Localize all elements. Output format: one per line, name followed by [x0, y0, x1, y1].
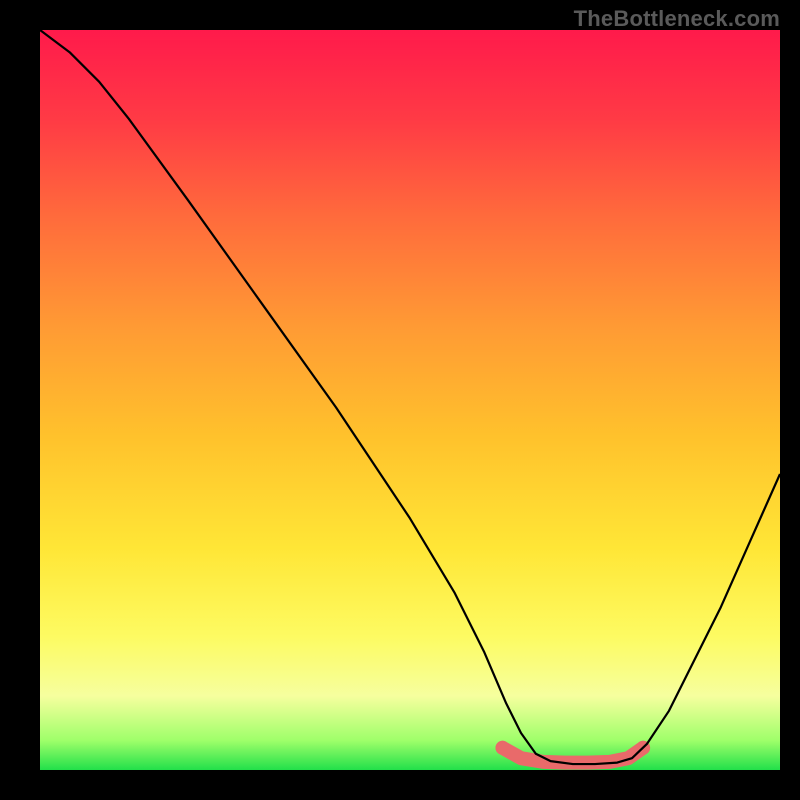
chart-wrapper: TheBottleneck.com	[0, 0, 800, 800]
bottleneck-chart	[0, 0, 800, 800]
watermark-text: TheBottleneck.com	[574, 6, 780, 32]
optimal-range-end-dot	[496, 741, 510, 755]
plot-background	[40, 30, 780, 770]
